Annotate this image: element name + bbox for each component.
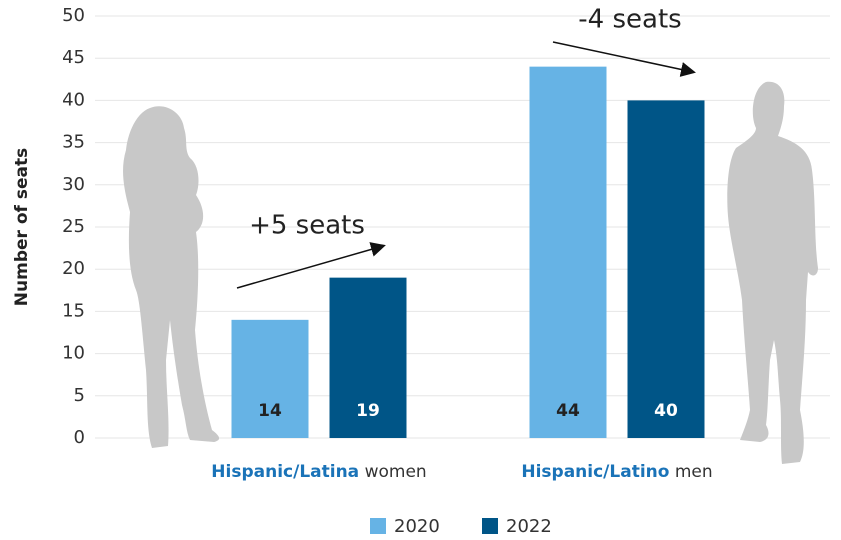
- annotation: +5 seats: [249, 211, 365, 241]
- y-tick-label: 15: [62, 300, 85, 321]
- y-tick-label: 0: [74, 427, 85, 448]
- legend-label: 2022: [506, 516, 552, 537]
- y-tick-label: 50: [62, 5, 85, 26]
- grid: [95, 15, 830, 439]
- legend-swatch: [370, 518, 386, 534]
- bar: [329, 277, 407, 438]
- legend-swatch: [482, 518, 498, 534]
- bar: [529, 66, 607, 438]
- woman-silhouette: [123, 106, 220, 449]
- x-tick-label: Hispanic/Latina women: [211, 462, 426, 482]
- y-axis-label: Number of seats: [12, 148, 32, 306]
- legend-label: 2020: [394, 516, 440, 537]
- bars: [231, 66, 705, 439]
- y-tick-label: 30: [62, 174, 85, 195]
- y-tick-label: 25: [62, 216, 85, 237]
- y-tick-label: 40: [62, 89, 85, 110]
- value-label: 44: [556, 401, 580, 421]
- value-label: 14: [258, 401, 282, 421]
- y-tick-label: 35: [62, 132, 85, 153]
- y-tick-label: 10: [62, 343, 85, 364]
- value-label: 40: [654, 401, 678, 421]
- value-label: 19: [356, 401, 380, 421]
- bar: [231, 319, 309, 438]
- x-tick-label: Hispanic/Latino men: [521, 462, 712, 482]
- annotation: -4 seats: [578, 5, 681, 35]
- bar: [627, 100, 705, 439]
- y-tick-label: 20: [62, 258, 85, 279]
- y-tick-label: 5: [74, 385, 85, 406]
- arrow: [236, 242, 386, 289]
- arrow: [552, 41, 696, 77]
- man-silhouette: [727, 81, 818, 464]
- y-tick-label: 45: [62, 47, 85, 68]
